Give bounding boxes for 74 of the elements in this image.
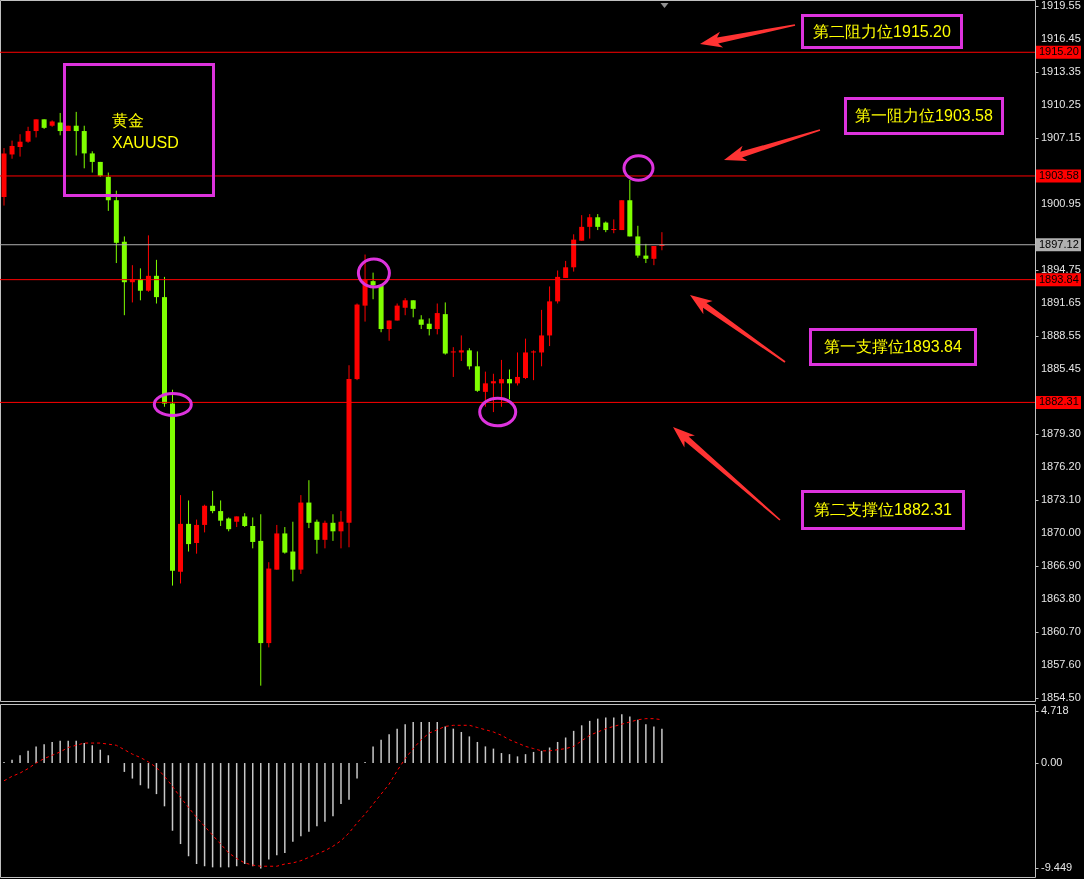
y-tick-label: 1857.60	[1041, 658, 1081, 671]
candlestick	[218, 499, 224, 527]
candlestick	[330, 513, 336, 542]
candlestick	[466, 347, 472, 370]
y-tick-label: 1913.35	[1041, 64, 1081, 77]
candlestick	[322, 520, 328, 549]
y-tick-label: 1916.45	[1041, 31, 1081, 44]
candlestick	[506, 369, 512, 400]
y-tick-label: 1866.90	[1041, 559, 1081, 572]
ref-line-label: 1903.58	[1039, 168, 1079, 181]
callout-frame: 第一阻力位1903.58	[844, 97, 1004, 135]
ref-line-label: 1897.12	[1039, 237, 1079, 250]
candlestick	[137, 267, 143, 301]
annotation: 第二支撑位1882.31	[814, 500, 952, 520]
y-tick-label: 1919.55	[1041, 0, 1081, 11]
y-tick-label: 0.00	[1041, 756, 1063, 769]
y-tick-label: 1870.00	[1041, 526, 1081, 539]
candlestick	[482, 371, 488, 408]
candlestick	[338, 510, 344, 549]
candlestick	[210, 490, 216, 514]
y-tick-label: 1888.55	[1041, 328, 1081, 341]
y-tick-label: 1873.10	[1041, 493, 1081, 506]
candlestick	[57, 112, 63, 136]
candlestick	[153, 259, 159, 304]
candlestick	[515, 351, 520, 386]
candlestick	[587, 213, 593, 240]
y-tick-label: -9.449	[1041, 860, 1073, 873]
ref-line-label: 1893.84	[1039, 272, 1079, 285]
candlestick	[370, 272, 376, 300]
candlestick	[194, 519, 200, 555]
callout-frame: 第二支撑位1882.31	[801, 490, 965, 530]
candlestick	[450, 346, 456, 378]
y-tick-label: 1879.30	[1041, 427, 1081, 440]
candlestick	[458, 334, 464, 362]
candlestick	[9, 140, 15, 160]
ref-line-label: 1882.31	[1039, 395, 1079, 408]
y-tick-label: 1863.80	[1041, 592, 1081, 605]
candlestick	[579, 214, 585, 242]
y-tick-label: 1860.70	[1041, 625, 1081, 638]
candlestick	[635, 225, 641, 259]
candlestick	[643, 243, 649, 264]
candlestick	[89, 150, 95, 174]
y-tick-label: 4.718	[1041, 703, 1069, 716]
candlestick	[250, 516, 256, 549]
y-tick-label: 1885.45	[1041, 361, 1081, 374]
candlestick	[434, 303, 440, 335]
y-tick-label: 1910.25	[1041, 97, 1081, 110]
annotation: 第二阻力位1915.20	[813, 21, 951, 42]
y-tick-label: 1876.20	[1041, 460, 1081, 473]
callout-frame: 第二阻力位1915.20	[801, 14, 963, 49]
candlestick	[306, 479, 312, 529]
callout-frame: 第一支撑位1893.84	[809, 328, 977, 366]
title-frame: 黄金 XAUUSD	[63, 63, 215, 197]
candlestick	[33, 118, 39, 138]
candlestick	[611, 218, 617, 234]
candlestick	[531, 349, 537, 381]
y-tick-label: 1891.65	[1041, 295, 1081, 308]
y-tick-label: 1854.50	[1041, 691, 1081, 704]
candlestick	[81, 125, 87, 169]
y-tick-label: 1907.15	[1041, 130, 1081, 143]
candlestick	[290, 521, 296, 582]
y-tick-label: 1900.95	[1041, 196, 1081, 209]
candlestick	[73, 111, 79, 157]
annotation: 第一支撑位1893.84	[824, 337, 962, 357]
ref-line-label: 1915.20	[1039, 45, 1079, 58]
candlestick	[314, 519, 320, 555]
y-tick-label: 1894.75	[1041, 262, 1081, 275]
candlestick	[282, 526, 288, 555]
candlestick	[17, 133, 23, 158]
candlestick	[651, 245, 657, 266]
annotation: 第一阻力位1903.58	[855, 106, 993, 126]
candlestick	[202, 504, 208, 533]
candlestick	[186, 499, 192, 553]
candlestick	[539, 309, 545, 367]
